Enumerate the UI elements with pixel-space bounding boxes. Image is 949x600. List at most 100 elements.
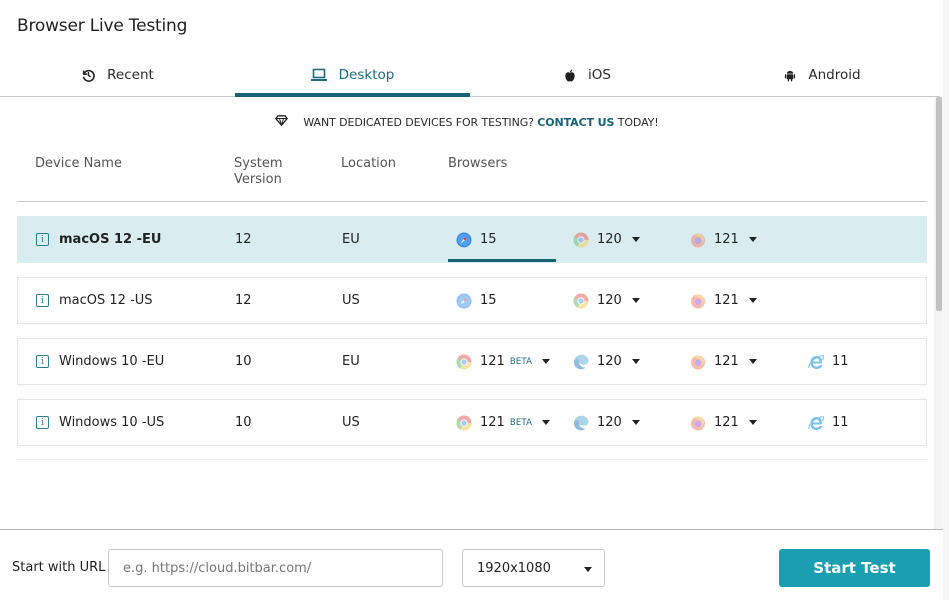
browser-version: 11 — [832, 354, 849, 369]
device-name: Windows 10 -EU — [59, 354, 165, 369]
promo-banner: WANT DEDICATED DEVICES FOR TESTING? CONT… — [0, 115, 934, 129]
chevron-down-icon[interactable] — [631, 420, 640, 425]
system-version: 12 — [235, 232, 252, 247]
browser-option[interactable]: 15 — [456, 278, 497, 323]
browser-option[interactable]: 121 — [690, 400, 757, 445]
browser-option[interactable]: 121 — [690, 278, 757, 323]
browser-option[interactable]: 11 — [808, 339, 849, 384]
system-version: 10 — [235, 354, 252, 369]
browser-version: 120 — [597, 293, 622, 308]
start-test-button[interactable]: Start Test — [779, 549, 930, 587]
tab-recent[interactable]: Recent — [0, 54, 235, 96]
info-icon[interactable]: i — [36, 355, 49, 368]
device-name: macOS 12 -EU — [59, 232, 162, 247]
firefox-icon — [691, 294, 705, 308]
resolution-value: 1920x1080 — [477, 560, 551, 576]
browser-version: 121 — [480, 354, 505, 369]
firefox-icon — [691, 416, 705, 430]
browser-option[interactable]: 121 BETA — [456, 339, 551, 384]
browser-option[interactable]: 11 — [808, 400, 849, 445]
info-icon[interactable]: i — [36, 294, 49, 307]
safari-icon — [456, 293, 472, 308]
column-header-location: Location — [341, 156, 396, 171]
chevron-down-icon[interactable] — [631, 359, 640, 364]
window-edge — [943, 0, 949, 600]
chevron-down-icon[interactable] — [542, 359, 551, 364]
browser-version: 120 — [597, 415, 622, 430]
laptop-icon — [310, 68, 327, 82]
tab-desktop[interactable]: Desktop — [235, 54, 470, 97]
promo-suffix: TODAY! — [617, 115, 659, 129]
table-row[interactable]: i macOS 12 -EU 12 EU 15 120 121 — [17, 216, 927, 263]
next-row-partial — [17, 459, 927, 462]
chevron-down-icon[interactable] — [631, 298, 640, 303]
table-row[interactable]: i Windows 10 -EU 10 EU 121 BETA 120 121 … — [17, 338, 927, 385]
promo-text: WANT DEDICATED DEVICES FOR TESTING? — [303, 115, 534, 129]
column-header-device-name: Device Name — [35, 156, 122, 171]
browser-version: 11 — [832, 415, 849, 430]
browser-option[interactable]: 120 — [573, 217, 640, 262]
tab-recent-label: Recent — [107, 67, 154, 83]
url-input[interactable] — [108, 549, 443, 587]
contact-us-link[interactable]: CONTACT US — [537, 115, 615, 129]
chevron-down-icon[interactable] — [748, 359, 757, 364]
page-title: Browser Live Testing — [17, 16, 188, 36]
browser-option[interactable]: 120 — [573, 278, 640, 323]
location: EU — [342, 232, 360, 247]
url-label: Start with URL — [12, 560, 106, 575]
edge-icon — [574, 415, 589, 430]
chevron-down-icon[interactable] — [748, 420, 757, 425]
chevron-down-icon[interactable] — [631, 237, 640, 242]
internet-explorer-icon — [808, 415, 824, 431]
browser-option[interactable]: 121 BETA — [456, 400, 551, 445]
internet-explorer-icon — [808, 354, 824, 370]
column-header-system-version: System Version — [234, 156, 283, 187]
chevron-down-icon[interactable] — [748, 298, 757, 303]
android-icon — [784, 69, 796, 82]
edge-icon — [574, 354, 589, 369]
browser-option[interactable]: 121 — [690, 339, 757, 384]
firefox-icon — [691, 233, 705, 247]
browser-version: 121 — [714, 232, 739, 247]
diamond-icon — [275, 115, 289, 129]
chevron-down-icon[interactable] — [748, 237, 757, 242]
column-header-browsers: Browsers — [448, 156, 508, 171]
location: US — [342, 293, 360, 308]
tab-android[interactable]: Android — [705, 54, 940, 96]
info-icon[interactable]: i — [36, 416, 49, 429]
system-version: 10 — [235, 415, 252, 430]
platform-tabs: Recent Desktop iOS Android — [0, 54, 940, 97]
browser-version: 121 — [714, 415, 739, 430]
browser-version: 15 — [480, 232, 497, 247]
location: EU — [342, 354, 360, 369]
browser-option[interactable]: 121 — [690, 217, 757, 262]
browser-option[interactable]: 120 — [573, 339, 640, 384]
system-version: 12 — [235, 293, 252, 308]
chevron-down-icon[interactable] — [542, 420, 551, 425]
tab-ios[interactable]: iOS — [470, 54, 705, 96]
beta-badge: BETA — [509, 356, 533, 367]
chevron-down-icon — [584, 567, 592, 572]
scrollbar-track[interactable] — [934, 97, 943, 530]
footer-bar: Start with URL 1920x1080 Start Test — [0, 529, 943, 600]
resolution-select[interactable]: 1920x1080 — [462, 549, 605, 587]
tab-ios-label: iOS — [588, 67, 611, 83]
chrome-icon — [456, 415, 472, 430]
info-icon[interactable]: i — [36, 233, 49, 246]
browser-version: 120 — [597, 232, 622, 247]
chrome-icon — [573, 293, 589, 308]
browser-version: 121 — [714, 354, 739, 369]
table-header: Device Name System Version Location Brow… — [17, 156, 927, 202]
history-icon — [81, 68, 95, 82]
table-row[interactable]: i Windows 10 -US 10 US 121 BETA 120 121 … — [17, 399, 927, 446]
scrollbar-thumb[interactable] — [936, 97, 942, 311]
browser-option[interactable]: 120 — [573, 400, 640, 445]
browser-option[interactable]: 15 — [456, 217, 497, 262]
tab-android-label: Android — [808, 67, 861, 83]
device-name: macOS 12 -US — [59, 293, 153, 308]
tab-desktop-label: Desktop — [338, 67, 395, 83]
table-row[interactable]: i macOS 12 -US 12 US 15 120 121 — [17, 277, 927, 324]
device-name: Windows 10 -US — [59, 415, 165, 430]
chrome-icon — [573, 232, 589, 247]
location: US — [342, 415, 360, 430]
